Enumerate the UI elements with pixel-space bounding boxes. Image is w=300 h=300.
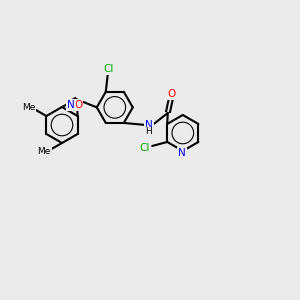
Text: Me: Me bbox=[37, 148, 51, 157]
Text: Cl: Cl bbox=[103, 64, 114, 74]
Text: H: H bbox=[146, 128, 152, 136]
Text: N: N bbox=[178, 148, 186, 158]
Text: N: N bbox=[67, 100, 75, 110]
Text: O: O bbox=[168, 89, 176, 99]
Text: Cl: Cl bbox=[139, 143, 149, 153]
Text: O: O bbox=[74, 100, 82, 110]
Text: N: N bbox=[145, 120, 153, 130]
Text: Me: Me bbox=[22, 103, 35, 112]
